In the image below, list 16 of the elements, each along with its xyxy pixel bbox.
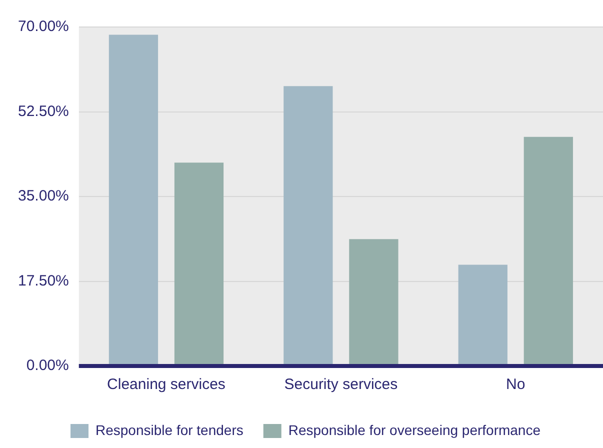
- bar: [108, 34, 158, 366]
- legend-label: Responsible for tenders: [96, 422, 244, 438]
- legend-label: Responsible for overseeing performance: [288, 422, 541, 438]
- x-tick-label: Cleaning services: [107, 376, 226, 394]
- bar: [174, 162, 224, 366]
- y-tick-label: 35.00%: [18, 188, 69, 205]
- bar: [284, 86, 333, 366]
- bar: [458, 264, 508, 366]
- y-tick-label: 0.00%: [26, 357, 69, 374]
- bar: [524, 136, 573, 366]
- bar: [349, 239, 398, 366]
- y-tick-label: 70.00%: [18, 18, 69, 36]
- y-tick-label: 17.50%: [18, 272, 69, 290]
- y-tick-label: 52.50%: [18, 102, 69, 120]
- x-tick-label: No: [506, 376, 526, 394]
- x-tick-label: Security services: [284, 376, 398, 394]
